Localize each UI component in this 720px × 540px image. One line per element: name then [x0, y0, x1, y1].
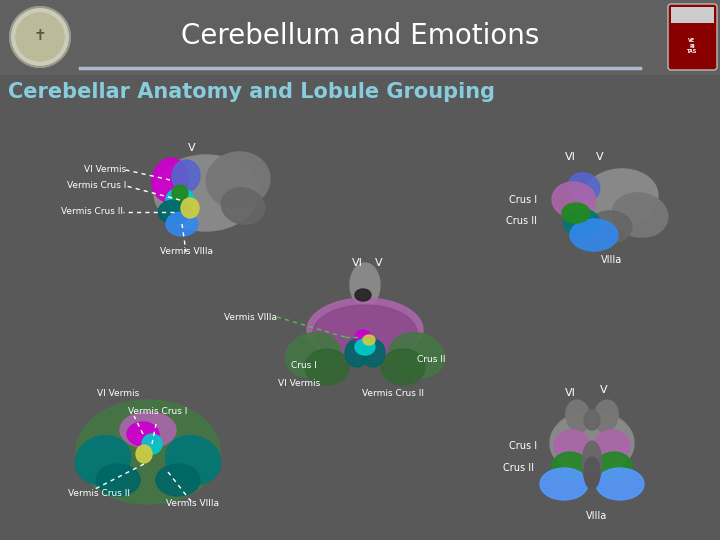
Ellipse shape — [568, 173, 600, 201]
Ellipse shape — [554, 430, 590, 462]
Ellipse shape — [584, 410, 600, 430]
Text: V: V — [596, 152, 604, 162]
Ellipse shape — [540, 468, 588, 500]
Text: Vermis Crus I: Vermis Crus I — [67, 181, 126, 191]
Text: VI: VI — [351, 258, 362, 268]
Ellipse shape — [96, 464, 140, 496]
Text: Crus II: Crus II — [417, 354, 446, 363]
Ellipse shape — [582, 441, 602, 485]
Text: VI Vermis: VI Vermis — [97, 389, 139, 399]
Ellipse shape — [390, 333, 445, 377]
Text: VIIIa: VIIIa — [586, 511, 608, 521]
Text: V: V — [188, 143, 196, 153]
Text: Vermis VIIIa: Vermis VIIIa — [224, 313, 277, 321]
Ellipse shape — [381, 349, 425, 385]
Text: Crus I: Crus I — [291, 361, 317, 369]
Ellipse shape — [350, 263, 380, 307]
Ellipse shape — [156, 464, 200, 496]
Text: VI: VI — [564, 152, 575, 162]
Ellipse shape — [594, 430, 630, 462]
Ellipse shape — [582, 169, 658, 225]
Ellipse shape — [152, 158, 188, 202]
Ellipse shape — [181, 198, 199, 218]
Ellipse shape — [596, 468, 644, 500]
Ellipse shape — [564, 209, 600, 237]
Text: Cerebellar Anatomy and Lobule Grouping: Cerebellar Anatomy and Lobule Grouping — [8, 82, 495, 102]
Ellipse shape — [594, 400, 618, 432]
Text: ✝: ✝ — [34, 28, 46, 43]
FancyBboxPatch shape — [671, 7, 714, 23]
Ellipse shape — [172, 160, 200, 192]
Ellipse shape — [158, 200, 190, 224]
Ellipse shape — [76, 435, 130, 484]
Ellipse shape — [566, 400, 590, 432]
Ellipse shape — [307, 298, 423, 362]
Circle shape — [16, 13, 64, 61]
Text: Crus I: Crus I — [509, 195, 537, 205]
Ellipse shape — [552, 452, 588, 480]
Text: VI: VI — [564, 388, 575, 398]
Text: Cerebellum and Emotions: Cerebellum and Emotions — [181, 22, 539, 50]
Text: Crus II: Crus II — [506, 216, 537, 226]
Ellipse shape — [361, 339, 385, 367]
Ellipse shape — [154, 155, 258, 231]
Ellipse shape — [355, 339, 375, 355]
Circle shape — [10, 7, 70, 67]
Text: Crus I: Crus I — [509, 441, 537, 451]
Ellipse shape — [166, 212, 198, 236]
Ellipse shape — [345, 339, 369, 367]
Text: VI Vermis: VI Vermis — [84, 165, 126, 174]
Ellipse shape — [172, 185, 188, 201]
Ellipse shape — [120, 412, 176, 448]
Text: Vermis Crus II: Vermis Crus II — [68, 489, 130, 498]
Text: Vermis Crus II: Vermis Crus II — [61, 207, 123, 217]
Text: VIIIa: VIIIa — [601, 255, 623, 265]
FancyBboxPatch shape — [0, 0, 720, 75]
Ellipse shape — [562, 203, 590, 223]
Ellipse shape — [142, 434, 162, 454]
Ellipse shape — [166, 435, 220, 484]
Text: Vermis Crus I: Vermis Crus I — [128, 408, 188, 416]
Text: Vermis VIIIa: Vermis VIIIa — [166, 500, 220, 509]
Ellipse shape — [596, 452, 632, 480]
Text: Vermis VIIIa: Vermis VIIIa — [160, 247, 212, 256]
Ellipse shape — [552, 182, 596, 218]
Ellipse shape — [285, 333, 341, 377]
Ellipse shape — [313, 305, 417, 361]
Ellipse shape — [363, 335, 375, 345]
Ellipse shape — [550, 411, 634, 475]
Ellipse shape — [136, 445, 152, 463]
Text: Vermis Crus II: Vermis Crus II — [362, 388, 424, 397]
Ellipse shape — [584, 457, 600, 489]
Ellipse shape — [612, 193, 668, 237]
Ellipse shape — [127, 422, 159, 446]
Ellipse shape — [206, 152, 270, 208]
Ellipse shape — [305, 349, 349, 385]
Text: Crus II: Crus II — [503, 463, 534, 473]
Text: V: V — [600, 385, 608, 395]
Ellipse shape — [588, 211, 632, 243]
Ellipse shape — [221, 188, 265, 224]
Ellipse shape — [355, 330, 371, 344]
Text: VE
RI
TAS: VE RI TAS — [687, 38, 697, 55]
Ellipse shape — [166, 188, 194, 212]
Text: VI Vermis: VI Vermis — [278, 379, 320, 388]
Ellipse shape — [570, 219, 618, 251]
Ellipse shape — [355, 289, 371, 301]
Ellipse shape — [76, 400, 220, 504]
FancyBboxPatch shape — [668, 4, 717, 70]
Text: V: V — [375, 258, 383, 268]
